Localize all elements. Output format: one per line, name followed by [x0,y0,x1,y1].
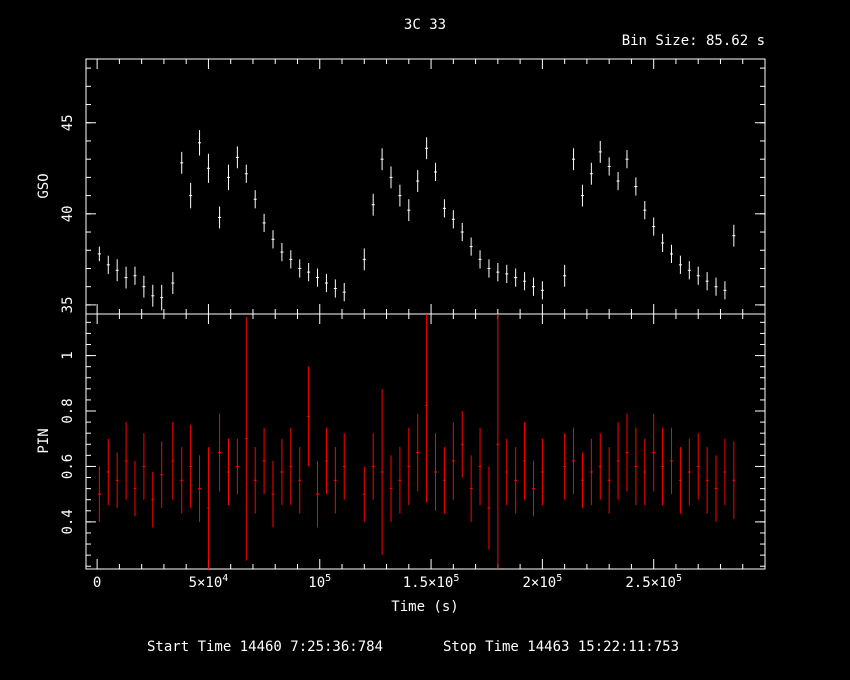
x-tick-label: 2×105 [523,573,563,591]
pin-frame [85,313,766,570]
gso-y-tick-label: 45 [60,114,76,131]
x-tick-label: 2.5×105 [625,573,682,591]
stop-time-label: Stop Time 14463 15:22:11:753 [443,639,679,655]
x-tick-label-exponent: 5 [676,573,682,584]
bin-size-label: Bin Size: 85.62 s [622,33,765,49]
pin-panel: 0.4 0.6 0.8 1 0 5×104 105 1.5×105 2×105 2.5×105 [60,313,766,591]
x-tick-label: 5×104 [189,573,229,591]
gso-y-axis-label: GSO [36,173,52,198]
x-tick-label-exponent: 4 [222,573,228,584]
x-tick-label: 105 [308,573,331,591]
start-time-label: Start Time 14460 7:25:36:784 [147,639,383,655]
chart-title: 3C 33 [404,17,446,33]
x-tick-label: 0 [93,575,101,591]
x-tick-label: 1.5×105 [403,573,460,591]
gso-frame [85,58,766,315]
pin-y-axis-label: PIN [36,428,52,453]
pin-y-tick-label: 1 [60,351,76,359]
pin-y-tick-label: 0.8 [60,398,76,423]
gso-panel: 35 40 45 [60,58,766,315]
pin-y-tick-label: 0.6 [60,454,76,479]
x-tick-label-exponent: 5 [556,573,562,584]
x-tick-label-exponent: 5 [453,573,459,584]
x-tick-label-exponent: 5 [325,573,331,584]
pin-y-tick-label: 0.4 [60,509,76,534]
gso-y-tick-label: 35 [60,296,76,313]
x-axis-label: Time (s) [391,599,458,615]
gso-y-tick-label: 40 [60,205,76,222]
